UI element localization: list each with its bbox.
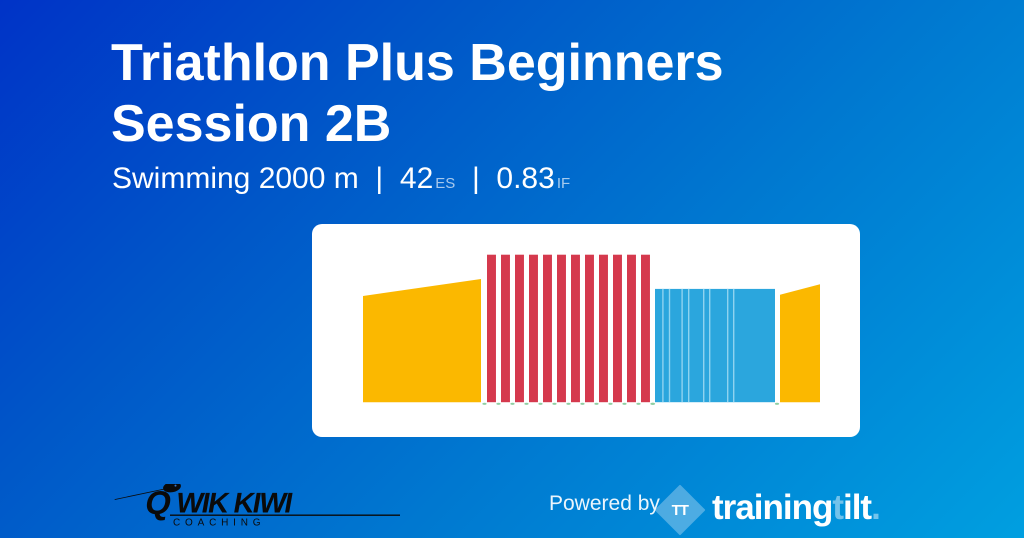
svg-text:COACHING: COACHING [173, 518, 265, 529]
svg-text:Q: Q [142, 485, 173, 522]
